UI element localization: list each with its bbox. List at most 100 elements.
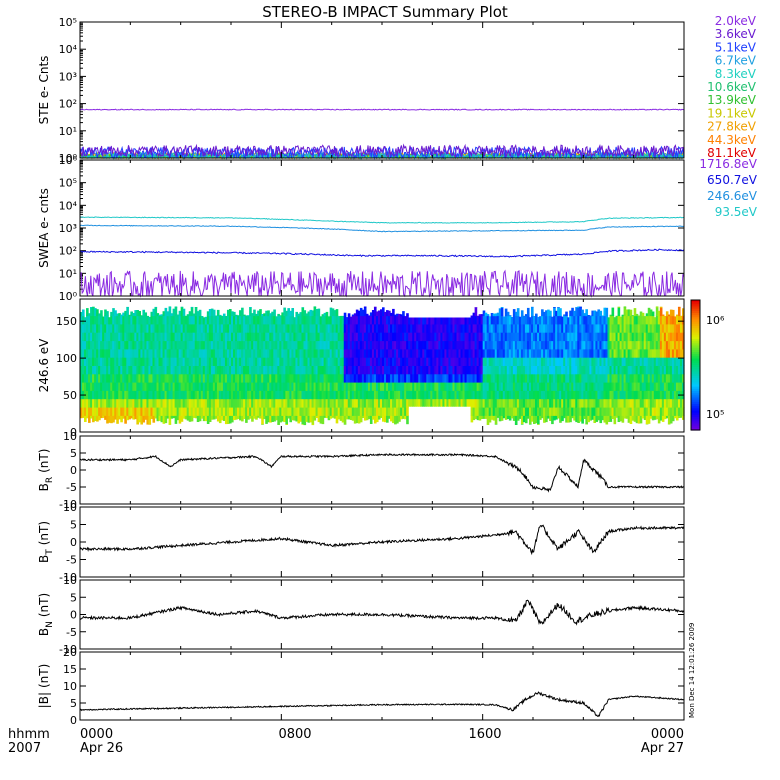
heatmap-cell: [474, 315, 478, 325]
heatmap-cell: [617, 407, 621, 416]
y-axis-label-main: STE e- Cnts: [37, 56, 51, 125]
heatmap-cell: [231, 390, 234, 400]
heatmap-cell: [593, 323, 597, 333]
heatmap-cell: [450, 365, 454, 375]
heatmap-cell: [148, 415, 152, 425]
heatmap-cell: [351, 382, 355, 391]
heatmap-cell: [349, 373, 353, 383]
heatmap-cell: [462, 340, 466, 350]
heatmap-cell: [102, 390, 105, 400]
heatmap-cell: [86, 382, 89, 391]
heatmap-cell: [424, 340, 427, 350]
heatmap-cell: [569, 398, 572, 408]
heatmap-cell: [267, 310, 270, 317]
heatmap-cell: [170, 415, 174, 419]
heatmap-cell: [508, 407, 512, 416]
heatmap-cell: [530, 415, 534, 422]
heatmap-cell: [299, 390, 303, 400]
heatmap-cell: [271, 390, 274, 400]
heatmap-cell: [311, 310, 315, 317]
heatmap-cell: [134, 315, 137, 325]
heatmap-cell: [126, 332, 129, 342]
heatmap-cell: [375, 365, 379, 375]
heatmap-cell: [675, 382, 679, 391]
heatmap-cell: [287, 365, 290, 375]
heatmap-cell: [359, 340, 363, 350]
heatmap-cell: [573, 315, 576, 325]
heatmap-cell: [218, 340, 222, 350]
heatmap-cell: [541, 323, 544, 333]
y-axis-label-main: B: [37, 628, 51, 636]
heatmap-cell: [295, 415, 299, 422]
heatmap-cell: [621, 314, 625, 317]
heatmap-cell: [551, 382, 554, 391]
heatmap-cell: [120, 340, 123, 350]
heatmap-cell: [253, 407, 256, 416]
heatmap-cell: [402, 348, 405, 358]
heatmap-cell: [382, 357, 385, 366]
heatmap-cell: [569, 382, 572, 391]
heatmap-cell: [92, 340, 95, 350]
heatmap-cell: [194, 382, 198, 391]
heatmap-cell: [371, 315, 375, 325]
heatmap-cell: [122, 390, 125, 400]
heatmap-cell: [247, 382, 250, 391]
heatmap-cell: [160, 314, 164, 317]
heatmap-cell: [539, 398, 542, 408]
heatmap-cell: [539, 323, 542, 333]
heatmap-cell: [384, 348, 387, 358]
heatmap-cell: [647, 415, 651, 424]
heatmap-cell: [174, 357, 178, 366]
heatmap-cell: [514, 340, 518, 350]
heatmap-cell: [241, 315, 244, 325]
y-axis-label: BN(nT): [37, 593, 55, 636]
heatmap-cell: [204, 323, 208, 333]
heatmap-cell: [243, 390, 246, 400]
heatmap-cell: [392, 357, 395, 366]
heatmap-cell: [551, 357, 554, 366]
heatmap-cell: [317, 390, 321, 400]
heatmap-cell: [637, 365, 641, 375]
heatmap-cell: [335, 373, 339, 383]
heatmap-cell: [651, 415, 655, 421]
heatmap-cell: [512, 382, 516, 391]
heatmap-cell: [100, 415, 103, 419]
heatmap-cell: [547, 398, 550, 408]
heatmap-cell: [315, 390, 319, 400]
heatmap-cell: [388, 390, 391, 400]
heatmap-cell: [416, 357, 419, 366]
y-tick-label: -10: [59, 643, 77, 656]
heatmap-cell: [345, 357, 349, 366]
heatmap-cell: [208, 365, 212, 375]
heatmap-cell: [343, 373, 347, 383]
heatmap-cell: [291, 323, 295, 333]
heatmap-cell: [663, 398, 667, 408]
heatmap-cell: [335, 348, 339, 358]
heatmap-cell: [508, 398, 512, 408]
heatmap-cell: [327, 373, 331, 383]
heatmap-cell: [235, 415, 238, 420]
heatmap-cell: [466, 390, 470, 400]
heatmap-cell: [365, 415, 369, 421]
heatmap-cell: [361, 415, 365, 418]
heatmap-cell: [204, 415, 208, 422]
heatmap-cell: [613, 357, 617, 366]
heatmap-cell: [249, 365, 252, 375]
heatmap-cell: [535, 323, 538, 333]
heatmap-cell: [202, 348, 206, 358]
heatmap-cell: [539, 316, 542, 325]
heatmap-cell: [198, 348, 202, 358]
heatmap-cell: [549, 357, 552, 366]
heatmap-cell: [635, 348, 639, 358]
heatmap-cell: [144, 357, 148, 366]
heatmap-cell: [669, 315, 673, 325]
heatmap-cell: [641, 365, 645, 375]
heatmap-cell: [317, 323, 321, 333]
series-line-br: [79, 452, 685, 493]
heatmap-cell: [194, 390, 198, 400]
heatmap-cell: [124, 382, 127, 391]
heatmap-cell: [357, 340, 361, 350]
heatmap-cell: [573, 390, 576, 400]
heatmap-cell: [190, 348, 194, 358]
heatmap-cell: [681, 315, 685, 325]
